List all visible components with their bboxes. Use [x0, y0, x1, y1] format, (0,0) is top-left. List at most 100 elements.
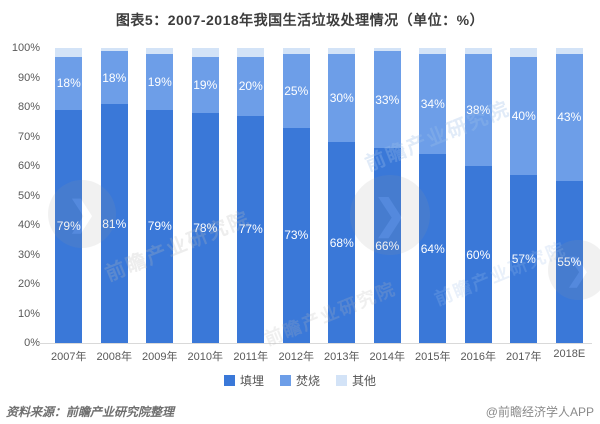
bar-segment-焚烧: 18%	[55, 56, 83, 110]
bar-segment-填埋: 81%	[100, 104, 128, 343]
bar-segment-其他	[282, 48, 310, 54]
bar-segment-焚烧: 34%	[419, 53, 447, 155]
stacked-bar: 18% 81%	[100, 48, 128, 343]
stacked-bar: 18% 79%	[55, 48, 83, 343]
stacked-bar: 34% 64%	[419, 48, 447, 343]
bar-value-label: 60%	[466, 247, 491, 262]
x-tick-label: 2014年	[369, 351, 405, 363]
x-tick-label: 2018E	[553, 348, 586, 360]
source-note: 资料来源：前瞻产业研究院整理	[6, 405, 175, 419]
bar-segment-焚烧: 19%	[146, 53, 174, 110]
bar-column-2016年: 38% 60%	[456, 48, 502, 343]
bar-column-2013年: 30% 68%	[319, 48, 365, 343]
y-tick-label: 100%	[11, 42, 40, 54]
bar-value-label: 34%	[420, 97, 445, 112]
bar-value-label: 18%	[102, 70, 127, 85]
x-tick-label: 2017年	[506, 351, 542, 363]
bar-segment-填埋: 57%	[510, 174, 538, 343]
y-tick-label: 60%	[17, 160, 40, 172]
bar-column-2011年: 20% 77%	[228, 48, 274, 343]
bar-segment-其他	[191, 48, 219, 57]
bar-segment-其他	[146, 48, 174, 54]
bar-column-2009年: 19% 79%	[137, 48, 183, 343]
bar-value-label: 79%	[147, 219, 172, 234]
bar-value-label: 38%	[466, 102, 491, 117]
x-tick-label: 2013年	[324, 351, 360, 363]
bar-column-2010年: 19% 78%	[183, 48, 229, 343]
bar-value-label: 18%	[56, 76, 81, 91]
y-tick-label: 50%	[17, 189, 40, 202]
bar-segment-焚烧: 43%	[555, 53, 583, 181]
bar-value-label: 25%	[284, 83, 309, 98]
bar-value-label: 20%	[238, 79, 263, 94]
y-tick-label: 90%	[17, 71, 40, 84]
bar-column-2017年: 40% 57%	[501, 48, 547, 343]
bar-column-2015年: 34% 64%	[410, 48, 456, 343]
stacked-bar: 33% 66%	[373, 48, 401, 343]
bar-segment-焚烧: 40%	[510, 56, 538, 175]
plot-area: 18% 79% 18% 81% 19% 79% 19% 78% 20% 77% 25% 73% 30% 6…	[46, 48, 592, 344]
bar-segment-其他	[555, 48, 583, 54]
legend-item-焚烧: 焚烧	[279, 372, 320, 389]
bar-segment-焚烧: 38%	[464, 53, 492, 166]
y-tick-label: 30%	[17, 248, 40, 261]
bar-value-label: 55%	[557, 254, 582, 269]
bar-value-label: 77%	[238, 222, 263, 237]
legend-item-填埋: 填埋	[223, 372, 264, 389]
y-tick-label: 70%	[17, 130, 40, 143]
bar-column-2018E: 43% 55%	[547, 48, 593, 343]
y-tick-label: 80%	[17, 101, 40, 113]
legend: 填埋 焚烧 其他	[0, 372, 600, 389]
stacked-bar: 30% 68%	[328, 48, 356, 343]
legend-label: 填埋	[239, 374, 264, 388]
bar-segment-焚烧: 19%	[191, 56, 219, 113]
bar-segment-焚烧: 30%	[328, 53, 356, 143]
bar-segment-填埋: 55%	[555, 180, 583, 343]
bar-value-label: 81%	[102, 216, 127, 231]
x-tick-label: 2015年	[415, 351, 451, 363]
bar-segment-填埋: 79%	[55, 109, 83, 343]
x-tick-label: 2008年	[96, 351, 132, 363]
y-axis: 0% 10% 20% 30% 40% 50% 60% 70% 80% 90% 100%	[0, 42, 40, 349]
legend-label: 焚烧	[295, 374, 320, 388]
bar-value-label: 33%	[375, 92, 400, 107]
bar-value-label: 68%	[329, 235, 354, 250]
bar-column-2007年: 18% 79%	[46, 48, 92, 343]
bar-segment-其他	[100, 48, 128, 51]
bar-value-label: 43%	[557, 110, 582, 125]
x-tick-label: 2012年	[278, 351, 314, 363]
bar-segment-填埋: 78%	[191, 112, 219, 343]
bar-column-2014年: 33% 66%	[365, 48, 411, 343]
x-tick-label: 2007年	[51, 351, 87, 363]
legend-swatch	[223, 375, 235, 386]
chart-title: 图表5：2007-2018年我国生活垃圾处理情况（单位：%）	[115, 12, 485, 28]
bar-segment-焚烧: 18%	[100, 50, 128, 105]
bar-segment-填埋: 77%	[237, 115, 265, 343]
x-tick-label: 2016年	[460, 351, 496, 363]
stacked-bar-chart: 0% 10% 20% 30% 40% 50% 60% 70% 80% 90% 100% 18% 79%…	[0, 40, 600, 370]
bar-value-label: 19%	[193, 77, 218, 92]
bar-segment-其他	[419, 48, 447, 54]
bar-segment-填埋: 68%	[328, 142, 356, 343]
legend-label: 其他	[352, 374, 377, 388]
y-tick-label: 10%	[17, 307, 40, 320]
bar-segment-其他	[328, 48, 356, 54]
bar-column-2008年: 18% 81%	[92, 48, 138, 343]
stacked-bar: 40% 57%	[510, 48, 538, 343]
y-tick-label: 20%	[17, 278, 40, 290]
x-axis-line	[38, 343, 46, 344]
legend-swatch	[336, 375, 347, 386]
bar-segment-填埋: 60%	[464, 166, 492, 343]
bar-segment-其他	[510, 48, 538, 57]
bar-segment-其他	[464, 48, 492, 54]
legend-item-其他: 其他	[336, 372, 376, 389]
stacked-bar: 38% 60%	[464, 48, 492, 343]
bar-segment-填埋: 73%	[282, 127, 310, 343]
footer: 资料来源：前瞻产业研究院整理 @前瞻经济学人APP	[0, 400, 600, 424]
bar-segment-其他	[237, 48, 265, 57]
bar-segment-焚烧: 20%	[237, 56, 265, 116]
bar-value-label: 78%	[193, 220, 218, 235]
credit-note: @前瞻经济学人APP	[485, 405, 594, 419]
bar-segment-填埋: 66%	[373, 148, 401, 343]
